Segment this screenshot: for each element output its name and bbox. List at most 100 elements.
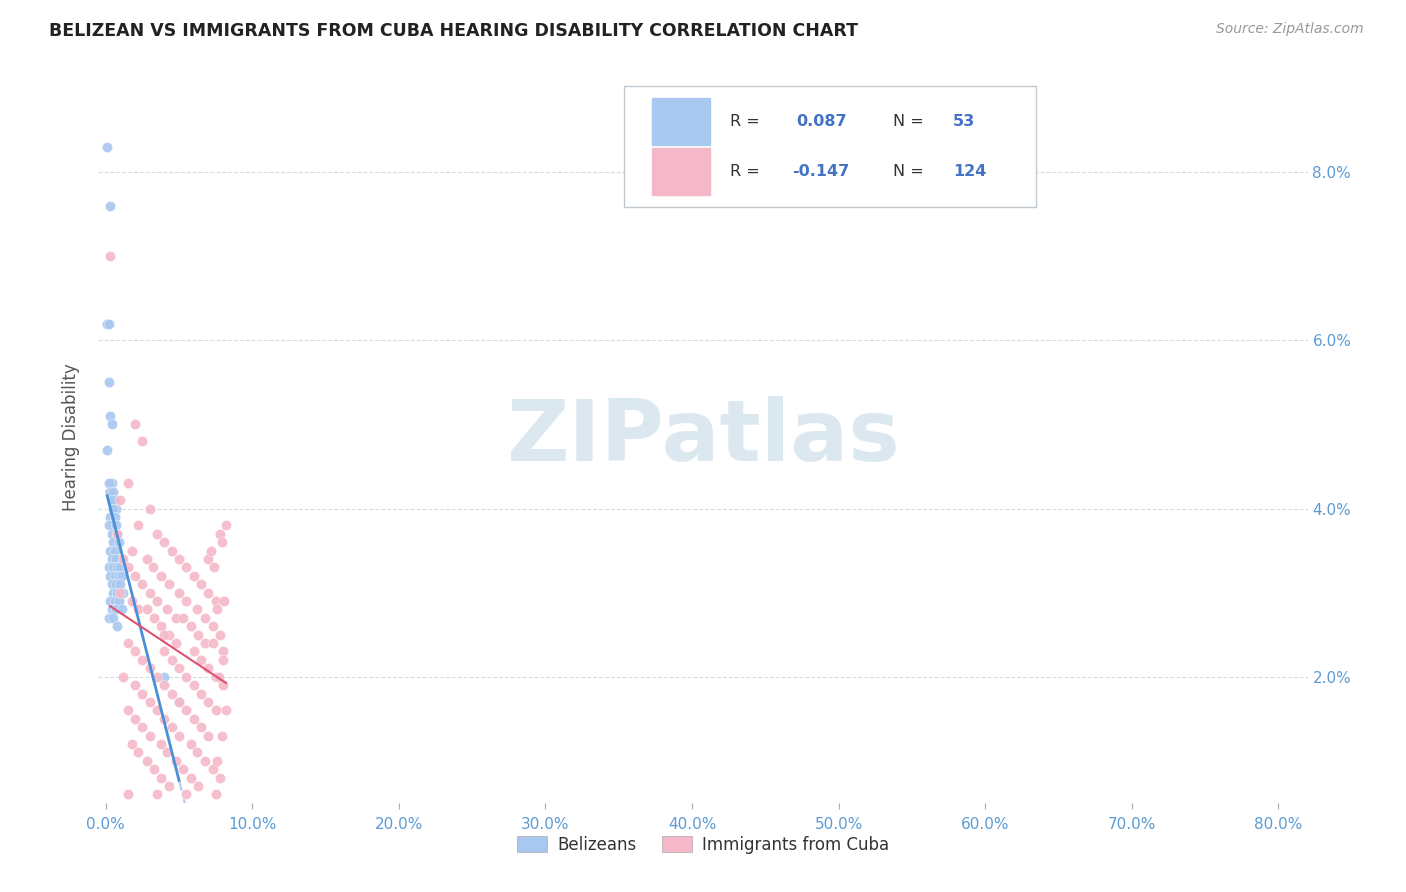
Point [197, 552, 219, 566]
Point [112, 552, 135, 566]
Point [187, 627, 209, 641]
Text: N =: N = [893, 164, 929, 178]
Point [212, 678, 235, 692]
Point [97, 560, 120, 574]
Point [167, 695, 190, 709]
Point [150, 569, 173, 583]
Point [138, 729, 160, 743]
Point [183, 644, 205, 658]
Point [107, 619, 129, 633]
Point [143, 762, 166, 776]
Point [96, 442, 118, 457]
Point [167, 729, 190, 743]
Point [187, 779, 209, 793]
Text: ZIPatlas: ZIPatlas [506, 395, 900, 479]
Point [202, 560, 225, 574]
Point [117, 560, 139, 574]
Point [98, 199, 121, 213]
Point [127, 602, 149, 616]
Point [135, 552, 157, 566]
Point [165, 636, 187, 650]
Point [153, 535, 176, 549]
Point [112, 670, 135, 684]
Point [201, 636, 224, 650]
Point [156, 745, 179, 759]
Point [180, 619, 202, 633]
Point [107, 585, 129, 599]
Point [150, 619, 173, 633]
Point [98, 594, 121, 608]
Point [215, 703, 238, 717]
Point [103, 493, 125, 508]
Point [107, 560, 129, 574]
Point [197, 585, 219, 599]
Point [98, 543, 121, 558]
Text: 53: 53 [953, 114, 976, 128]
Point [97, 611, 120, 625]
Point [211, 535, 233, 549]
Bar [652, 147, 710, 195]
Point [167, 585, 190, 599]
Point [204, 788, 226, 802]
Point [190, 653, 212, 667]
Y-axis label: Hearing Disability: Hearing Disability [62, 363, 80, 511]
Point [101, 484, 124, 499]
Point [98, 249, 121, 263]
Point [107, 526, 129, 541]
Point [97, 518, 120, 533]
Point [165, 611, 187, 625]
Point [101, 611, 124, 625]
Point [101, 501, 124, 516]
Point [197, 729, 219, 743]
Point [97, 476, 120, 491]
Point [105, 501, 128, 516]
Point [124, 569, 146, 583]
Point [146, 788, 169, 802]
Point [160, 720, 183, 734]
Point [98, 569, 121, 583]
Point [167, 661, 190, 675]
Point [157, 779, 180, 793]
Point [197, 661, 219, 675]
Point [204, 670, 226, 684]
Point [121, 543, 143, 558]
Point [153, 712, 176, 726]
Point [103, 543, 125, 558]
Point [110, 577, 132, 591]
Point [100, 526, 122, 541]
Point [186, 745, 208, 759]
Point [100, 417, 122, 432]
Point [183, 569, 205, 583]
Point [183, 712, 205, 726]
Point [209, 627, 232, 641]
Point [194, 636, 217, 650]
Point [127, 518, 149, 533]
Point [194, 611, 217, 625]
Point [124, 712, 146, 726]
Point [108, 569, 131, 583]
Point [160, 686, 183, 700]
Point [107, 526, 129, 541]
Point [117, 476, 139, 491]
Text: R =: R = [730, 164, 765, 178]
Point [176, 788, 198, 802]
Point [138, 501, 160, 516]
Point [180, 771, 202, 785]
Point [211, 729, 233, 743]
Point [100, 493, 122, 508]
Point [97, 376, 120, 390]
Point [103, 510, 125, 524]
Point [117, 636, 139, 650]
Point [124, 678, 146, 692]
Point [101, 560, 124, 574]
Point [110, 493, 132, 508]
Point [153, 627, 176, 641]
Point [172, 611, 194, 625]
Point [190, 686, 212, 700]
Point [165, 754, 187, 768]
Point [100, 577, 122, 591]
Point [108, 535, 131, 549]
Point [209, 526, 232, 541]
Point [176, 703, 198, 717]
Point [205, 754, 228, 768]
